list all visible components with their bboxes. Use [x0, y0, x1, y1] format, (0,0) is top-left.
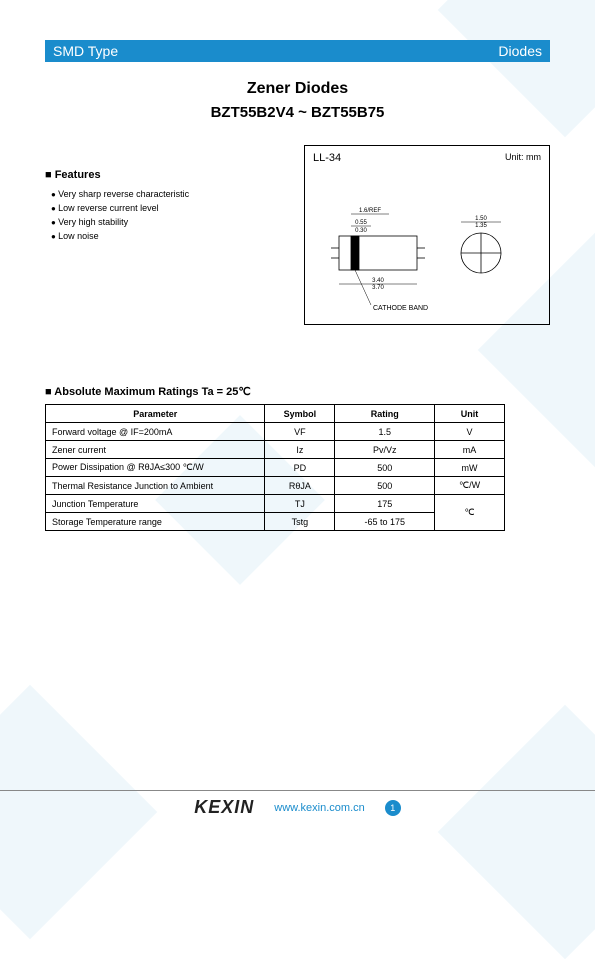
package-name: LL-34 — [313, 152, 341, 164]
svg-text:1.35: 1.35 — [475, 223, 487, 229]
cell-symbol: TJ — [265, 495, 335, 513]
cell-rating: -65 to 175 — [335, 513, 435, 531]
brand-logo: KEXIN — [194, 797, 254, 818]
svg-text:CATHODE BAND: CATHODE BAND — [373, 305, 428, 312]
package-svg: 1.6/REF 0.55 0.30 3.40 3.70 1.50 1.35 CA… — [321, 190, 537, 320]
ratings-heading: Absolute Maximum Ratings Ta = 25℃ — [45, 385, 550, 398]
col-unit: Unit — [435, 405, 505, 423]
cell-unit: mW — [435, 459, 505, 477]
package-drawing: LL-34 Unit: mm — [304, 145, 550, 325]
features-section: Features Very sharp reverse characterist… — [45, 145, 286, 325]
cell-symbol: RθJA — [265, 477, 335, 495]
title-line1: Zener Diodes — [45, 80, 550, 98]
cell-rating: 500 — [335, 459, 435, 477]
svg-text:3.40: 3.40 — [372, 278, 384, 284]
cell-unit: mA — [435, 441, 505, 459]
col-rating: Rating — [335, 405, 435, 423]
cell-unit: V — [435, 423, 505, 441]
package-unit: Unit: mm — [505, 152, 541, 162]
feature-item: Very high stability — [51, 217, 286, 227]
cell-symbol: VF — [265, 423, 335, 441]
svg-text:0.30: 0.30 — [355, 228, 367, 234]
col-parameter: Parameter — [46, 405, 265, 423]
header-right: Diodes — [498, 43, 542, 59]
cell-rating: Pv/Vz — [335, 441, 435, 459]
col-symbol: Symbol — [265, 405, 335, 423]
svg-text:1.50: 1.50 — [475, 216, 487, 222]
table-row: Thermal Resistance Junction to Ambient R… — [46, 477, 505, 495]
feature-item: Low noise — [51, 231, 286, 241]
footer: KEXIN www.kexin.com.cn 1 — [0, 790, 595, 818]
cell-param: Junction Temperature — [46, 495, 265, 513]
feature-item: Very sharp reverse characteristic — [51, 189, 286, 199]
cell-rating: 500 — [335, 477, 435, 495]
cell-unit: ℃/W — [435, 477, 505, 495]
footer-url: www.kexin.com.cn — [274, 802, 364, 814]
title-line2: BZT55B2V4 ~ BZT55B75 — [45, 104, 550, 121]
cell-param: Zener current — [46, 441, 265, 459]
cell-unit: ℃ — [435, 495, 505, 531]
table-header-row: Parameter Symbol Rating Unit — [46, 405, 505, 423]
header-left: SMD Type — [53, 43, 118, 59]
cell-symbol: Tstg — [265, 513, 335, 531]
cell-param: Thermal Resistance Junction to Ambient — [46, 477, 265, 495]
svg-text:0.55: 0.55 — [355, 220, 367, 226]
cell-rating: 1.5 — [335, 423, 435, 441]
cell-rating: 175 — [335, 495, 435, 513]
svg-text:3.70: 3.70 — [372, 285, 384, 291]
title-block: Zener Diodes BZT55B2V4 ~ BZT55B75 — [45, 80, 550, 121]
table-row: Junction Temperature TJ 175 ℃ — [46, 495, 505, 513]
table-row: Zener current Iz Pv/Vz mA — [46, 441, 505, 459]
svg-text:1.6/REF: 1.6/REF — [359, 208, 381, 214]
cell-param: Forward voltage @ IF=200mA — [46, 423, 265, 441]
page-number: 1 — [385, 800, 401, 816]
feature-item: Low reverse current level — [51, 203, 286, 213]
cell-param: Power Dissipation @ RθJA≤300 ℃/W — [46, 459, 265, 477]
table-row: Power Dissipation @ RθJA≤300 ℃/W PD 500 … — [46, 459, 505, 477]
ratings-table: Parameter Symbol Rating Unit Forward vol… — [45, 404, 505, 531]
cell-symbol: PD — [265, 459, 335, 477]
cell-param: Storage Temperature range — [46, 513, 265, 531]
table-row: Forward voltage @ IF=200mA VF 1.5 V — [46, 423, 505, 441]
features-heading: Features — [45, 169, 286, 181]
header-bar: SMD Type Diodes — [45, 40, 550, 62]
cell-symbol: Iz — [265, 441, 335, 459]
